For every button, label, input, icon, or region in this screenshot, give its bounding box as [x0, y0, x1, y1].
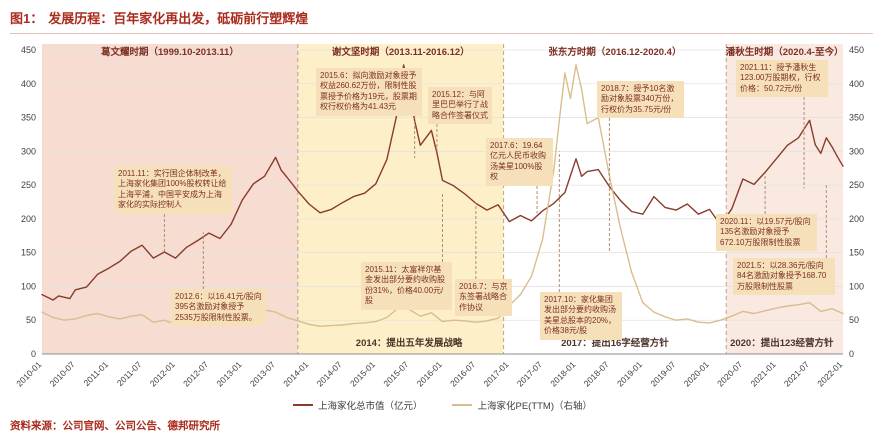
legend-label: 上海家化总市值（亿元）	[317, 401, 423, 412]
x-tick-label: 2013-07	[248, 359, 277, 388]
x-tick-label: 2017-01	[482, 359, 511, 388]
period-label: 潘秋生时期（2020.4-至今）	[726, 46, 844, 58]
x-tick-label: 2022-01	[815, 359, 844, 388]
figure-header: 图1： 发展历程：百年家化再出发，砥砺前行塑辉煌	[10, 8, 873, 34]
source-note: 资料来源：公司官网、公司公告、德邦研究所	[10, 420, 220, 432]
period-labels-group: 葛文耀时期（1999.10-2013.11） 谢文坚时期（2013.11-2016…	[100, 46, 843, 58]
legend-label: 上海家化PE(TTM)（右轴）	[477, 401, 593, 412]
milestone-label: 2014：提出五年发展战略	[356, 337, 463, 349]
legend-item-1: 上海家化总市值（亿元）	[292, 398, 423, 412]
x-tick-label: 2010-01	[14, 359, 43, 388]
period-band	[726, 44, 843, 354]
x-tick-label: 2018-01	[548, 359, 577, 388]
x-tick-label: 2018-07	[582, 359, 611, 388]
period-band	[42, 44, 298, 354]
period-label: 张东方时期（2016.12-2020.4）	[548, 46, 681, 58]
x-tick-label: 2015-01	[348, 359, 377, 388]
y-tick-label-left: 100	[21, 281, 36, 291]
y-tick-label-left: 200	[21, 214, 36, 224]
y-tick-label-left: 350	[21, 113, 36, 123]
y-tick-label-left: 0	[31, 349, 36, 359]
y-tick-label-right: 200	[849, 214, 864, 224]
x-tick-label: 2012-01	[148, 359, 177, 388]
gridlines-group	[42, 49, 843, 355]
x-tick-label: 2014-07	[315, 359, 344, 388]
y-tick-label-left: 300	[21, 146, 36, 156]
x-tick-label: 2020-01	[682, 359, 711, 388]
y-tick-label-left: 450	[21, 45, 36, 55]
y-tick-label-right: 300	[849, 146, 864, 156]
x-tick-label: 2019-07	[648, 359, 677, 388]
y-axis-labels: 0 0 50 50 100 100 150 150 200 200 250 250 300 300 350 3…	[21, 45, 864, 359]
x-tick-label: 2019-01	[615, 359, 644, 388]
milestone-label: 2017：提出16字经营方针	[561, 337, 669, 349]
x-tick-label: 2015-07	[381, 359, 410, 388]
legend-line-swatch	[452, 404, 473, 406]
figure-label: 图1：	[10, 11, 44, 26]
x-axis-labels: 2010-01 2010-07 2011-01 2011-07 2012-01 2012-…	[14, 359, 844, 388]
x-tick-label: 2016-07	[448, 359, 477, 388]
y-tick-label-right: 150	[849, 248, 864, 258]
y-tick-label-right: 400	[849, 79, 864, 89]
x-tick-label: 2013-01	[215, 359, 244, 388]
x-tick-label: 2017-07	[515, 359, 544, 388]
y-tick-label-right: 450	[849, 45, 864, 55]
separators-group	[297, 44, 727, 354]
x-tick-label: 2012-07	[181, 359, 210, 388]
y-tick-label-left: 50	[26, 315, 36, 325]
x-tick-label: 2016-01	[415, 359, 444, 388]
y-tick-label-right: 250	[849, 180, 864, 190]
x-tick-label: 2021-07	[782, 359, 811, 388]
leader-lines-group	[163, 97, 827, 292]
x-tick-label: 2011-01	[81, 359, 110, 388]
x-tick-label: 2011-07	[115, 359, 144, 388]
y-tick-label-left: 400	[21, 79, 36, 89]
y-tick-label-right: 0	[849, 349, 854, 359]
y-tick-label-right: 350	[849, 113, 864, 123]
figure-title: 发展历程：百年家化再出发，砥砺前行塑辉煌	[48, 11, 309, 26]
y-tick-label-left: 250	[21, 180, 36, 190]
milestone-label: 2020：提出123经营方针	[730, 337, 834, 349]
y-tick-label-right: 100	[849, 281, 864, 291]
x-tick-label: 2010-07	[48, 359, 77, 388]
y-tick-label-left: 150	[21, 248, 36, 258]
period-label: 葛文耀时期（1999.10-2013.11）	[100, 46, 239, 58]
x-tick-label: 2020-07	[715, 359, 744, 388]
chart-legend: 上海家化总市值（亿元） 上海家化PE(TTM)（右轴）	[0, 398, 885, 412]
legend-item-2: 上海家化PE(TTM)（右轴）	[452, 398, 592, 412]
legend-line-swatch	[292, 404, 313, 406]
y-tick-label-right: 50	[849, 315, 859, 325]
x-tick-label: 2021-01	[749, 359, 778, 388]
period-label: 谢文坚时期（2013.11-2016.12）	[332, 46, 470, 58]
milestone-labels-group: 2014：提出五年发展战略 2017：提出16字经营方针 2020：提出123经营方…	[356, 337, 834, 349]
x-tick-label: 2014-01	[281, 359, 310, 388]
